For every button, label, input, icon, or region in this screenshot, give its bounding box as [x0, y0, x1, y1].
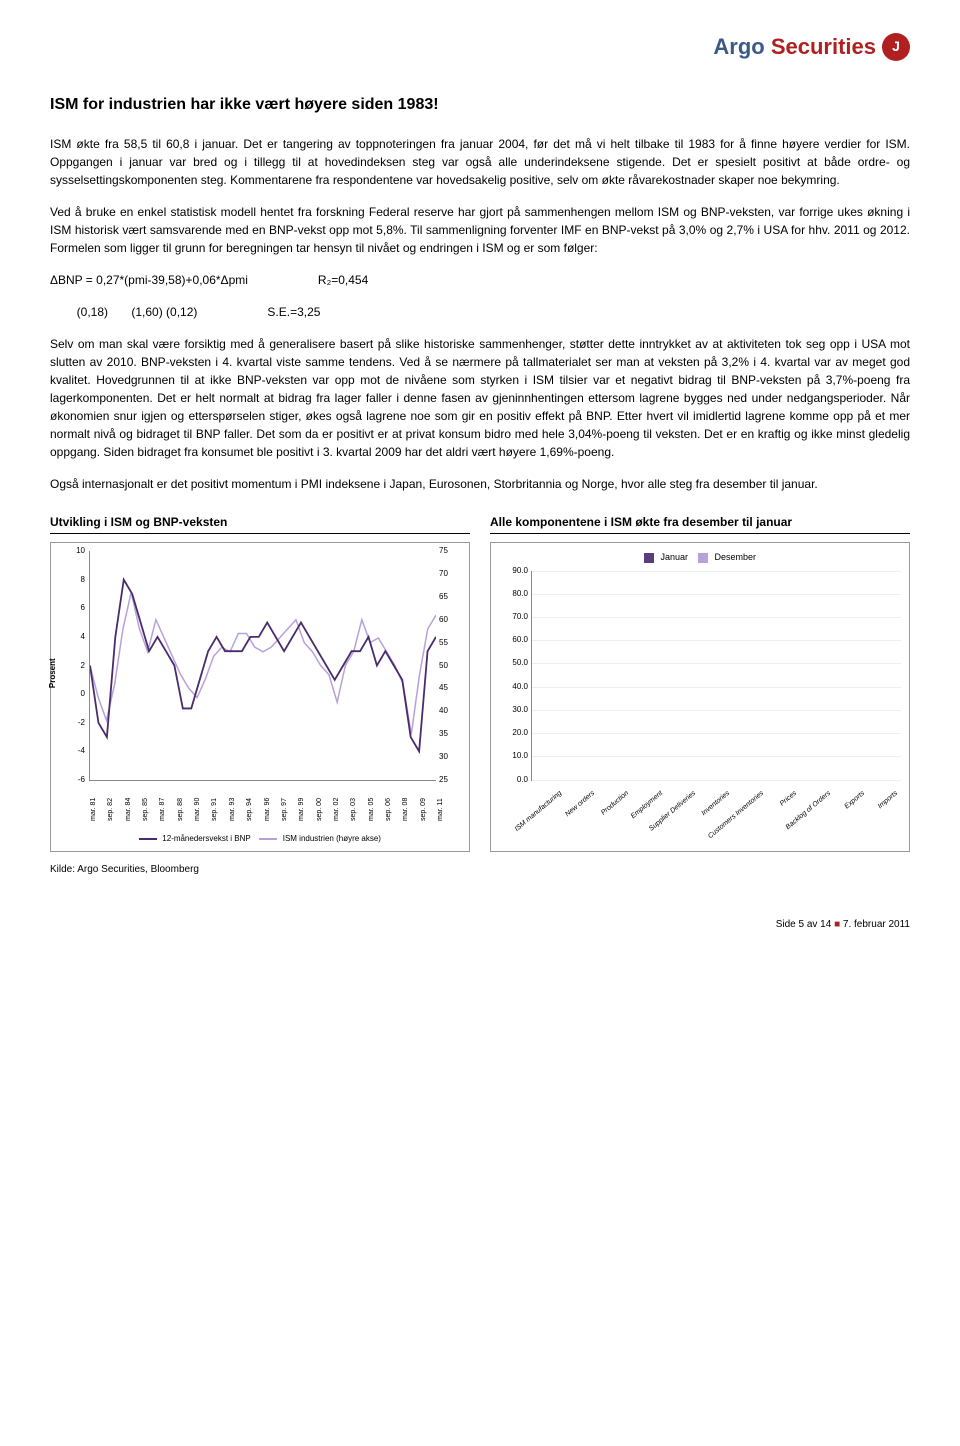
formula-l1a: ΔBNP = 0,27*(pmi-39,58)+0,06*Δpmi [50, 271, 248, 289]
x-tick: sep. 91 [210, 798, 221, 821]
chart-1-legend: 12-månedersvekst i BNP ISM industrien (h… [59, 833, 461, 845]
y-right-tick: 35 [439, 728, 461, 740]
y-right-tick: 60 [439, 614, 461, 626]
chart-2-title: Alle komponentene i ISM økte fra desembe… [490, 513, 910, 534]
chart-1: Utvikling i ISM og BNP-veksten Prosent 1… [50, 513, 470, 852]
legend-label-1: 12-månedersvekst i BNP [162, 834, 250, 843]
bar-y-tick: 70.0 [500, 611, 528, 623]
x-tick: sep. 00 [315, 798, 326, 821]
chart-1-svg [90, 551, 436, 780]
y-right-tick: 30 [439, 751, 461, 763]
bar-y-tick: 0.0 [500, 774, 528, 786]
x-tick: sep. 03 [349, 798, 360, 821]
y-right-tick: 50 [439, 660, 461, 672]
x-tick: mar. 08 [401, 798, 412, 821]
bar-legend-label-1: Januar [660, 552, 688, 562]
y-right-tick: 65 [439, 591, 461, 603]
chart-2-plot: 0.010.020.030.040.050.060.070.080.090.0 [531, 571, 901, 781]
header: Argo Securities J [50, 30, 910, 63]
y-right-tick: 75 [439, 545, 461, 557]
chart-1-box: Prosent 1086420-2-4-67570656055504540353… [50, 542, 470, 852]
y-left-tick: 8 [60, 574, 85, 586]
chart-1-ylabel: Prosent [47, 658, 59, 688]
x-tick: mar. 96 [263, 798, 274, 821]
logo-part1: Argo [713, 34, 764, 59]
bar-y-tick: 80.0 [500, 588, 528, 600]
bar-y-tick: 20.0 [500, 727, 528, 739]
x-tick: sep. 85 [141, 798, 152, 821]
formula-line-1: ΔBNP = 0,27*(pmi-39,58)+0,06*Δpmi R₂=0,4… [50, 271, 910, 289]
x-tick: sep. 94 [245, 798, 256, 821]
chart-1-title: Utvikling i ISM og BNP-veksten [50, 513, 470, 534]
chart-1-plot: 1086420-2-4-67570656055504540353025 [89, 551, 436, 781]
footer-date: 7. februar 2011 [843, 919, 910, 930]
legend-label-2: ISM industrien (høyre akse) [283, 834, 381, 843]
footer: Side 5 av 14 ■ 7. februar 2011 [50, 917, 910, 932]
x-tick: sep. 88 [176, 798, 187, 821]
bar-y-tick: 50.0 [500, 657, 528, 669]
x-tick: mar. 93 [228, 798, 239, 821]
bars-container [532, 571, 901, 780]
charts-row: Utvikling i ISM og BNP-veksten Prosent 1… [50, 513, 910, 852]
paragraph-4: Også internasjonalt er det positivt mome… [50, 475, 910, 493]
x-tick: mar. 11 [436, 798, 447, 821]
chart-2: Alle komponentene i ISM økte fra desembe… [490, 513, 910, 852]
x-tick: mar. 90 [193, 798, 204, 821]
x-tick: mar. 99 [297, 798, 308, 821]
x-tick: mar. 84 [124, 798, 135, 821]
y-left-tick: 6 [60, 602, 85, 614]
x-tick: mar. 81 [89, 798, 100, 821]
formula-l2b: S.E.=3,25 [267, 303, 320, 321]
chart-2-legend: Januar Desember [499, 551, 901, 565]
y-left-tick: -2 [60, 717, 85, 729]
y-right-tick: 55 [439, 637, 461, 649]
chart-2-box: Januar Desember 0.010.020.030.040.050.06… [490, 542, 910, 852]
logo-part2: Securities [771, 34, 876, 59]
y-right-tick: 70 [439, 568, 461, 580]
x-tick: mar. 05 [367, 798, 378, 821]
bar-y-tick: 30.0 [500, 704, 528, 716]
formula-l2a: (0,18) (1,60) (0,12) [50, 303, 197, 321]
bar-legend-label-2: Desember [715, 552, 757, 562]
legend-swatch-2 [259, 838, 277, 840]
y-left-tick: 0 [60, 688, 85, 700]
page-title: ISM for industrien har ikke vært høyere … [50, 93, 910, 117]
paragraph-3: Selv om man skal være forsiktig med å ge… [50, 335, 910, 461]
logo: Argo Securities [713, 30, 876, 63]
y-right-tick: 25 [439, 774, 461, 786]
footer-dot-icon: ■ [834, 919, 843, 930]
x-tick: sep. 97 [280, 798, 291, 821]
bar-y-tick: 10.0 [500, 750, 528, 762]
x-tick: sep. 09 [419, 798, 430, 821]
x-tick: sep. 82 [106, 798, 117, 821]
formula-line-2: (0,18) (1,60) (0,12) S.E.=3,25 [50, 303, 910, 321]
y-left-tick: 4 [60, 631, 85, 643]
bar-y-tick: 90.0 [500, 565, 528, 577]
paragraph-2: Ved å bruke en enkel statistisk modell h… [50, 203, 910, 257]
legend-swatch-1 [139, 838, 157, 840]
bar-legend-box-2 [698, 553, 708, 563]
paragraph-1: ISM økte fra 58,5 til 60,8 i januar. Det… [50, 135, 910, 189]
x-tick: mar. 02 [332, 798, 343, 821]
bar-legend-box-1 [644, 553, 654, 563]
y-left-tick: -4 [60, 745, 85, 757]
y-left-tick: 2 [60, 660, 85, 672]
bar-y-tick: 40.0 [500, 681, 528, 693]
y-left-tick: 10 [60, 545, 85, 557]
formula-l1b: R₂=0,454 [318, 271, 368, 289]
y-left-tick: -6 [60, 774, 85, 786]
x-tick: sep. 06 [384, 798, 395, 821]
y-right-tick: 40 [439, 705, 461, 717]
x-tick: mar. 87 [158, 798, 169, 821]
source-text: Kilde: Argo Securities, Bloomberg [50, 862, 910, 877]
y-right-tick: 45 [439, 682, 461, 694]
chart-1-xticks: mar. 81 sep. 82 mar. 84 sep. 85 mar. 87 sep. … [89, 781, 436, 831]
logo-icon: J [882, 33, 910, 61]
bar-y-tick: 60.0 [500, 634, 528, 646]
footer-page: Side 5 av 14 [776, 919, 832, 930]
chart-2-xticks: ISM manufacturingNew ordersProductionEmp… [531, 781, 901, 841]
